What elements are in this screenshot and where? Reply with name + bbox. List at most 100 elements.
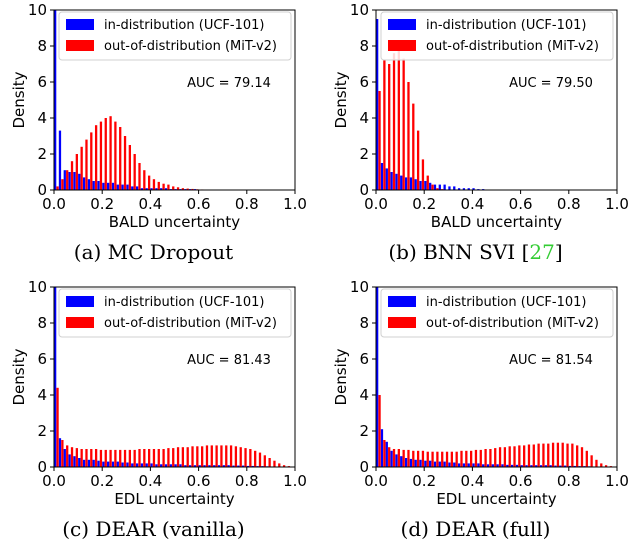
y-tick-label: 6 [359,73,369,91]
in-dist-bar [135,463,139,467]
out-dist-bar [138,163,141,190]
y-tick-label: 10 [350,278,369,296]
in-dist-bar [232,465,235,467]
out-dist-bar [85,449,88,467]
out-dist-bar [436,451,439,467]
y-tick-label: 0 [359,458,369,476]
in-dist-bar [424,181,427,190]
in-dist-bar [54,287,57,467]
in-dist-bar [208,465,211,467]
out-dist-bar [542,443,545,467]
out-dist-bar [147,449,151,467]
in-dist-bar [520,465,523,467]
out-dist-bar [225,445,228,467]
x-axis-label: EDL uncertainty [436,490,556,508]
caption-text: (b) BNN SVI [ [388,240,530,264]
out-dist-bar [508,446,511,467]
out-dist-bar [229,445,233,467]
x-tick-label: 0.4 [460,195,484,213]
legend-swatch [66,296,94,307]
out-dist-bar [416,450,420,467]
out-dist-bar [123,449,127,467]
out-dist-bar [114,121,117,190]
in-dist-bar [390,172,393,190]
out-dist-bar [378,91,381,190]
out-dist-bar [576,445,579,467]
in-dist-bar [68,172,71,190]
panel-caption: (a) MC Dropout [0,240,307,264]
auc-annotation: AUC = 81.54 [509,353,593,368]
x-tick-label: 0.6 [187,195,211,213]
legend-swatch [66,40,94,51]
in-dist-bar [491,464,494,467]
out-dist-bar [244,448,247,467]
out-dist-bar [215,445,218,467]
y-tick-label: 8 [359,37,369,55]
out-dist-bar [191,446,194,467]
out-dist-bar [523,445,526,467]
in-dist-bar [150,188,153,190]
out-dist-bar [585,450,588,467]
legend-box [380,11,614,61]
in-dist-bar [404,458,408,467]
out-dist-bar [455,451,458,467]
legend-label: in-distribution (UCF-101) [426,295,586,310]
in-dist-bar [433,184,437,190]
in-dist-bar [501,464,504,467]
in-dist-bar [184,465,187,467]
out-dist-bar [392,53,396,190]
in-dist-bar [116,461,119,467]
in-dist-bar [58,438,62,467]
out-dist-bar [556,442,560,467]
legend-label: out-of-distribution (MiT-v2) [426,39,599,54]
out-dist-bar [407,82,410,190]
out-dist-bar [416,130,420,190]
out-dist-bar [172,186,175,190]
out-dist-bar [85,139,88,190]
in-dist-bar [385,168,388,190]
in-dist-bar [160,464,163,467]
axes-frame [375,9,618,191]
out-dist-bar [474,449,478,467]
out-dist-bar [518,445,521,467]
out-dist-bar [119,449,122,467]
out-dist-bar [600,463,603,467]
out-dist-bar [441,451,444,467]
out-dist-bar [90,449,93,467]
out-dist-bar [210,445,213,467]
out-dist-bar [109,449,112,467]
y-axis-label: Density [10,348,28,405]
out-dist-bar [152,179,156,190]
in-dist-bar [222,465,225,467]
legend-swatch [66,19,94,30]
caption-citation-link[interactable]: 27 [529,240,555,264]
legend-swatch [388,40,416,51]
out-dist-bar [162,183,165,190]
out-dist-bar [157,181,160,190]
out-dist-bar [282,465,286,467]
x-tick-label: 0.0 [364,472,388,490]
out-dist-bar [66,445,69,467]
in-dist-bar [438,461,441,467]
x-tick-label: 1.0 [605,195,629,213]
in-dist-bar [573,465,576,467]
in-dist-bar [380,429,384,467]
x-tick-label: 1.0 [283,195,307,213]
out-dist-bar [421,159,425,190]
x-axis-label: BALD uncertainty [109,213,241,231]
out-dist-bar [167,184,170,190]
legend-label: in-distribution (UCF-101) [104,18,264,33]
x-tick-label: 0.6 [509,472,533,490]
legend-label: out-of-distribution (MiT-v2) [104,39,277,54]
bars [376,19,485,190]
y-tick-label: 6 [37,350,47,368]
out-dist-bar [450,451,453,467]
out-dist-bar [123,136,127,190]
out-dist-bar [94,449,98,467]
out-dist-bar [547,443,550,467]
in-dist-bar [237,465,240,467]
y-tick-label: 2 [37,422,47,440]
out-dist-bar [234,446,238,467]
out-dist-bar [604,465,608,467]
y-tick-label: 10 [350,1,369,19]
